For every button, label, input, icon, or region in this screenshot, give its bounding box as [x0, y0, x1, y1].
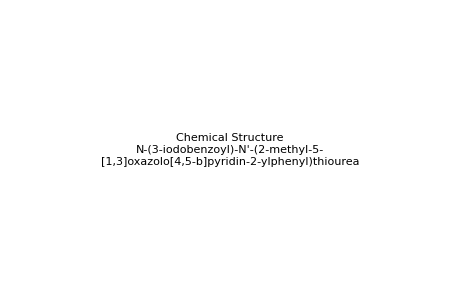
Text: Chemical Structure
N-(3-iodobenzoyl)-N'-(2-methyl-5-
[1,3]oxazolo[4,5-b]pyridin-: Chemical Structure N-(3-iodobenzoyl)-N'-… — [101, 134, 358, 166]
